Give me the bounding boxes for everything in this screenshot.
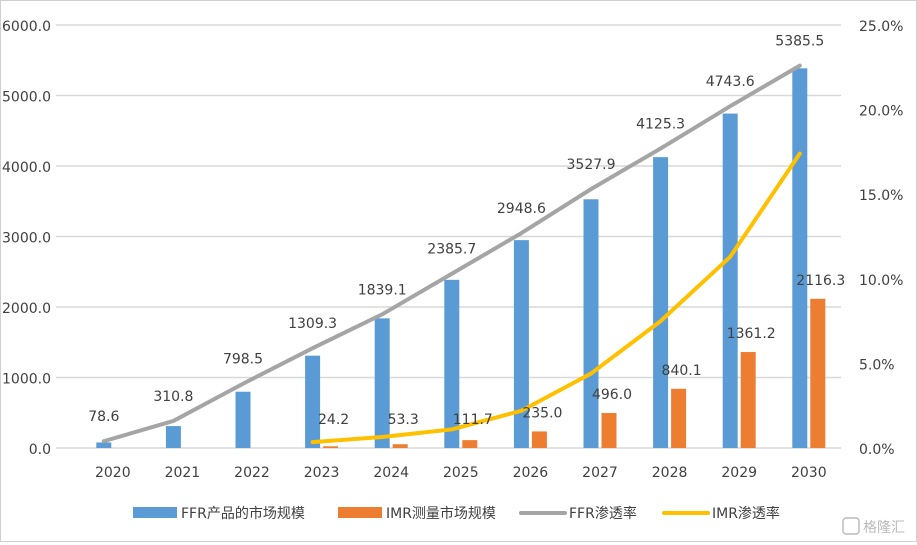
bar-ffr-market: [722, 113, 738, 448]
bar-ffr-market: [305, 355, 321, 448]
bar-ffr-market: [583, 199, 599, 448]
data-label-ffr: 1309.3: [288, 316, 337, 332]
x-tick-label: 2022: [234, 465, 270, 481]
data-label-imr: 1361.2: [727, 326, 776, 342]
data-label-imr: 2116.3: [796, 273, 845, 289]
data-label-ffr: 5385.5: [775, 34, 824, 50]
x-tick-label: 2029: [721, 465, 757, 481]
bar-ffr-market: [96, 442, 112, 448]
bar-ffr-market: [513, 240, 529, 448]
bar-ffr-market: [653, 157, 669, 448]
bar-imr-market: [740, 352, 756, 448]
bar-imr-market: [671, 388, 687, 448]
y-right-tick-label: 20.0%: [859, 104, 903, 120]
x-tick-label: 2030: [791, 465, 827, 481]
y-right-tick-label: 0.0%: [859, 442, 895, 458]
data-label-ffr: 310.8: [153, 389, 193, 405]
data-label-imr: 235.0: [522, 405, 562, 421]
bar-ffr-market: [792, 68, 808, 448]
y-left-tick-label: 6000.0: [2, 19, 51, 35]
data-label-ffr: 798.5: [223, 352, 263, 368]
watermark-logo-icon: [842, 517, 860, 535]
bar-ffr-market: [235, 391, 251, 448]
y-right-tick-label: 5.0%: [859, 357, 895, 373]
x-tick-label: 2023: [304, 465, 340, 481]
bar-ffr-market: [444, 279, 460, 448]
bar-imr-market: [810, 298, 826, 448]
legend-swatch: [133, 507, 177, 518]
legend-swatch: [338, 507, 382, 518]
x-tick-label: 2020: [95, 465, 131, 481]
bar-imr-market: [392, 444, 408, 448]
y-left-tick-label: 1000.0: [2, 372, 51, 388]
data-label-imr: 111.7: [453, 412, 493, 428]
bar-ffr-market: [165, 426, 181, 448]
data-label-ffr: 3527.9: [567, 157, 616, 173]
data-label-imr: 53.3: [388, 412, 419, 428]
y-left-tick-label: 2000.0: [2, 301, 51, 317]
bar-imr-market: [323, 446, 339, 448]
y-right-tick-label: 25.0%: [859, 19, 903, 35]
x-tick-label: 2026: [513, 465, 549, 481]
y-left-tick-label: 4000.0: [2, 160, 51, 176]
watermark: 格隆汇: [863, 520, 905, 536]
y-left-tick-label: 5000.0: [2, 90, 51, 106]
x-tick-label: 2021: [165, 465, 201, 481]
legend-label: FFR产品的市场规模: [181, 505, 305, 522]
line-ffr-penetration: [101, 63, 802, 444]
data-label-imr: 24.2: [318, 412, 349, 428]
y-left-tick-label: 3000.0: [2, 231, 51, 247]
data-label-ffr: 4125.3: [636, 117, 685, 133]
x-tick-label: 2027: [582, 465, 618, 481]
data-label-ffr: 2948.6: [497, 201, 546, 217]
data-label-ffr: 2385.7: [427, 242, 476, 258]
bar-ffr-market: [374, 318, 390, 448]
data-label-imr: 840.1: [662, 363, 702, 379]
bar-imr-market: [601, 413, 617, 448]
bar-imr-market: [531, 431, 547, 448]
y-right-tick-label: 10.0%: [859, 273, 903, 289]
line-imr-penetration: [310, 151, 802, 445]
x-tick-label: 2025: [443, 465, 479, 481]
data-label-ffr: 78.6: [88, 409, 119, 425]
x-tick-label: 2024: [373, 465, 409, 481]
data-label-ffr: 1839.1: [358, 282, 407, 298]
legend-label: IMR渗透率: [712, 505, 780, 522]
bar-imr-market: [462, 440, 478, 448]
y-right-tick-label: 15.0%: [859, 188, 903, 204]
y-left-tick-label: 0.0: [29, 442, 51, 458]
legend-label: FFR渗透率: [569, 505, 637, 522]
legend-label: IMR测量市场规模: [386, 505, 496, 522]
data-label-imr: 496.0: [592, 387, 632, 403]
data-label-ffr: 4743.6: [706, 74, 755, 90]
x-tick-label: 2028: [652, 465, 688, 481]
